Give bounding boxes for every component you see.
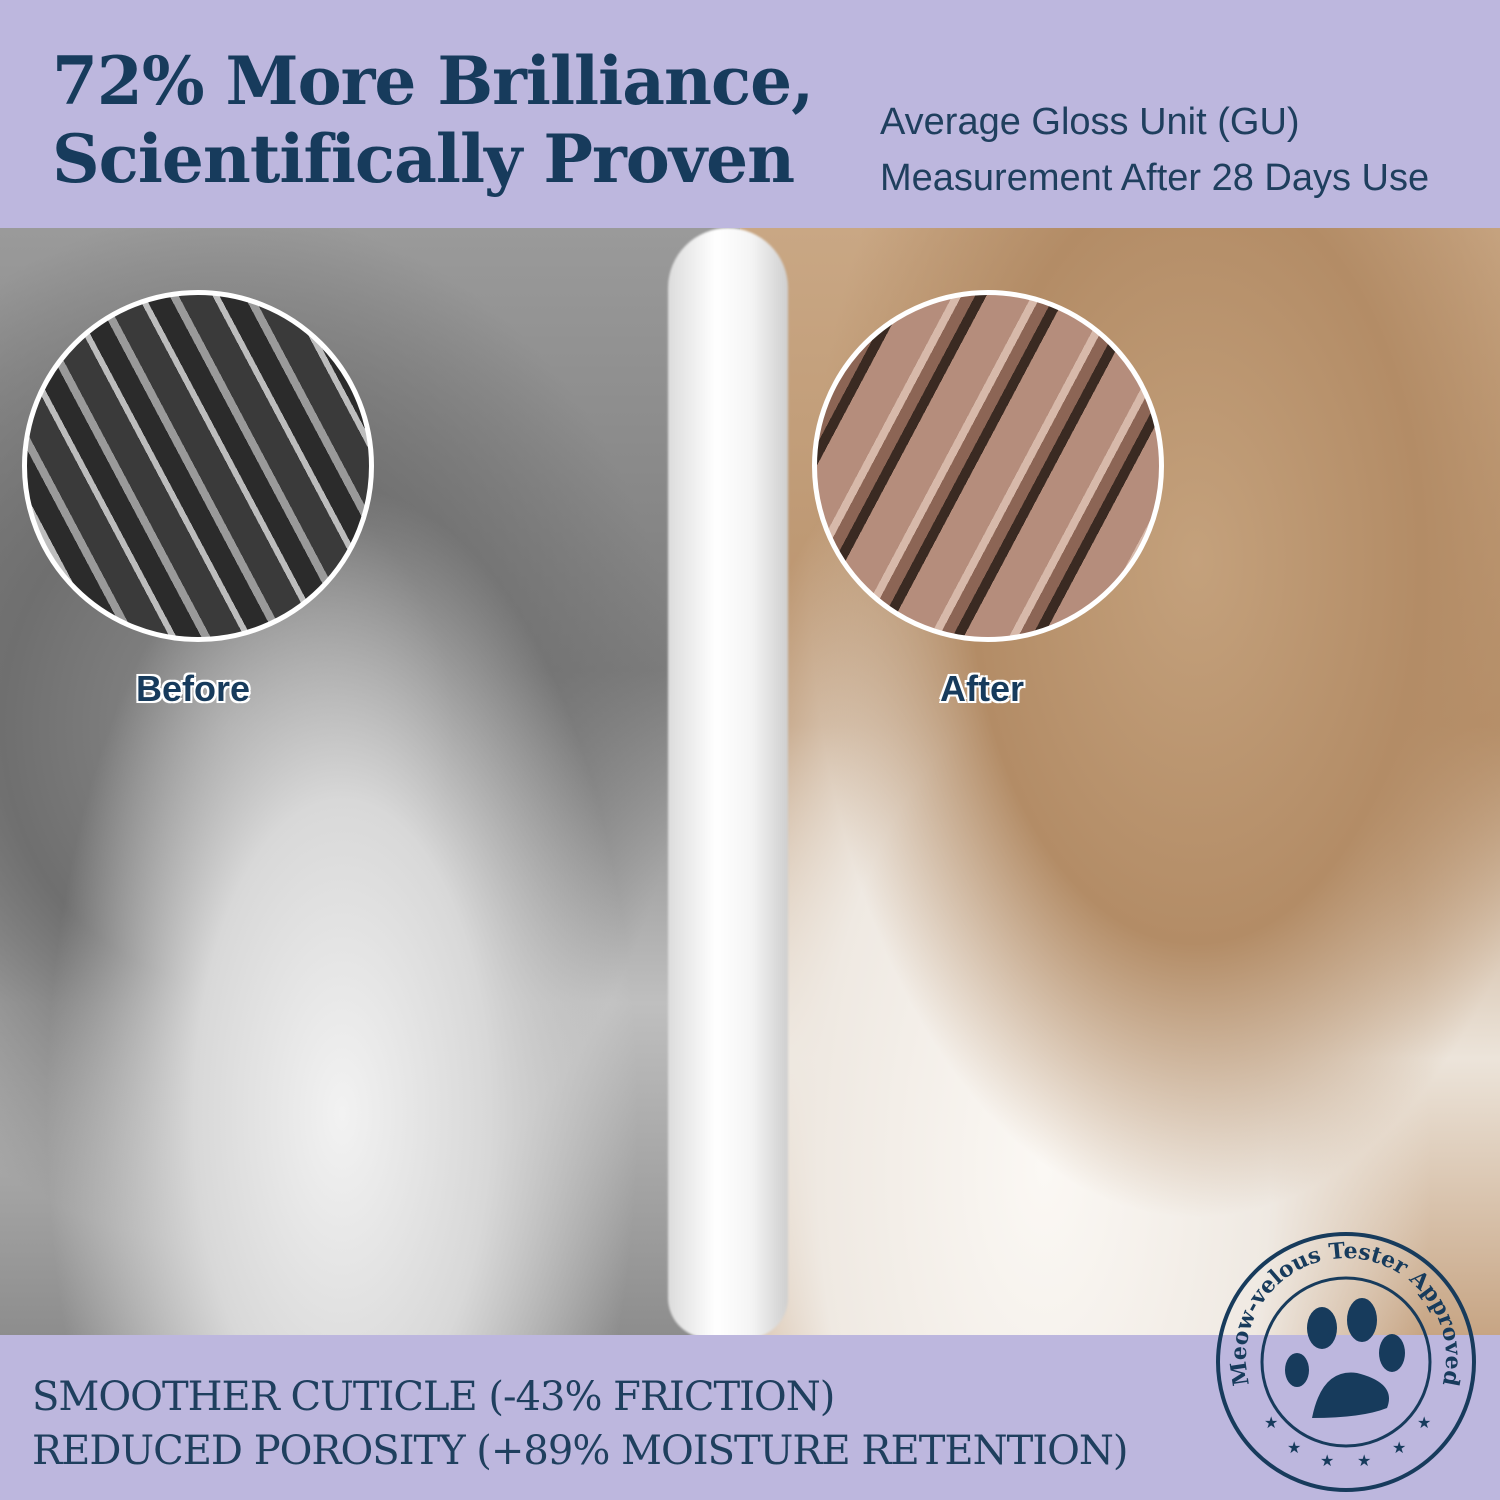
subtitle-line-1: Average Gloss Unit (GU) <box>880 101 1300 143</box>
headline-line-1: 72% More Brilliance, <box>52 42 814 120</box>
claims-list: SMOOTHER CUTICLE (-43% FRICTION) REDUCED… <box>32 1370 1128 1478</box>
comparison-photo: Before After <box>0 228 1500 1335</box>
before-microscope-circle <box>22 290 374 642</box>
after-label: After <box>940 668 1025 709</box>
svg-text:★: ★ <box>1287 1440 1301 1457</box>
headline: 72% More Brilliance, Scientifically Prov… <box>52 42 814 198</box>
svg-text:★: ★ <box>1320 1453 1334 1470</box>
svg-text:★: ★ <box>1357 1453 1371 1470</box>
stamp-text: “Meow-velous Tester Approved” <box>1212 1228 1466 1388</box>
paw-print-icon <box>1285 1298 1405 1418</box>
svg-text:★: ★ <box>1264 1415 1278 1432</box>
before-label: Before <box>136 668 251 709</box>
svg-text:★: ★ <box>1417 1415 1431 1432</box>
subtitle: Average Gloss Unit (GU) Measurement Afte… <box>880 94 1429 206</box>
headline-line-2: Scientifically Proven <box>52 120 795 198</box>
hair-strand-divider <box>668 228 788 1335</box>
tester-approved-stamp: “Meow-velous Tester Approved” ★ ★ ★ ★ ★ ★ <box>1212 1228 1476 1492</box>
subtitle-line-2: Measurement After 28 Days Use <box>880 157 1430 199</box>
claim-item: SMOOTHER CUTICLE (-43% FRICTION) <box>32 1374 835 1420</box>
stars-decoration: ★ ★ ★ ★ ★ ★ <box>1264 1415 1431 1470</box>
claim-item: REDUCED POROSITY (+89% MOISTURE RETENTIO… <box>32 1428 1128 1474</box>
svg-text:★: ★ <box>1392 1440 1406 1457</box>
footer-band <box>0 1335 1500 1500</box>
after-microscope-circle <box>812 290 1164 642</box>
header-band: 72% More Brilliance, Scientifically Prov… <box>0 0 1500 228</box>
